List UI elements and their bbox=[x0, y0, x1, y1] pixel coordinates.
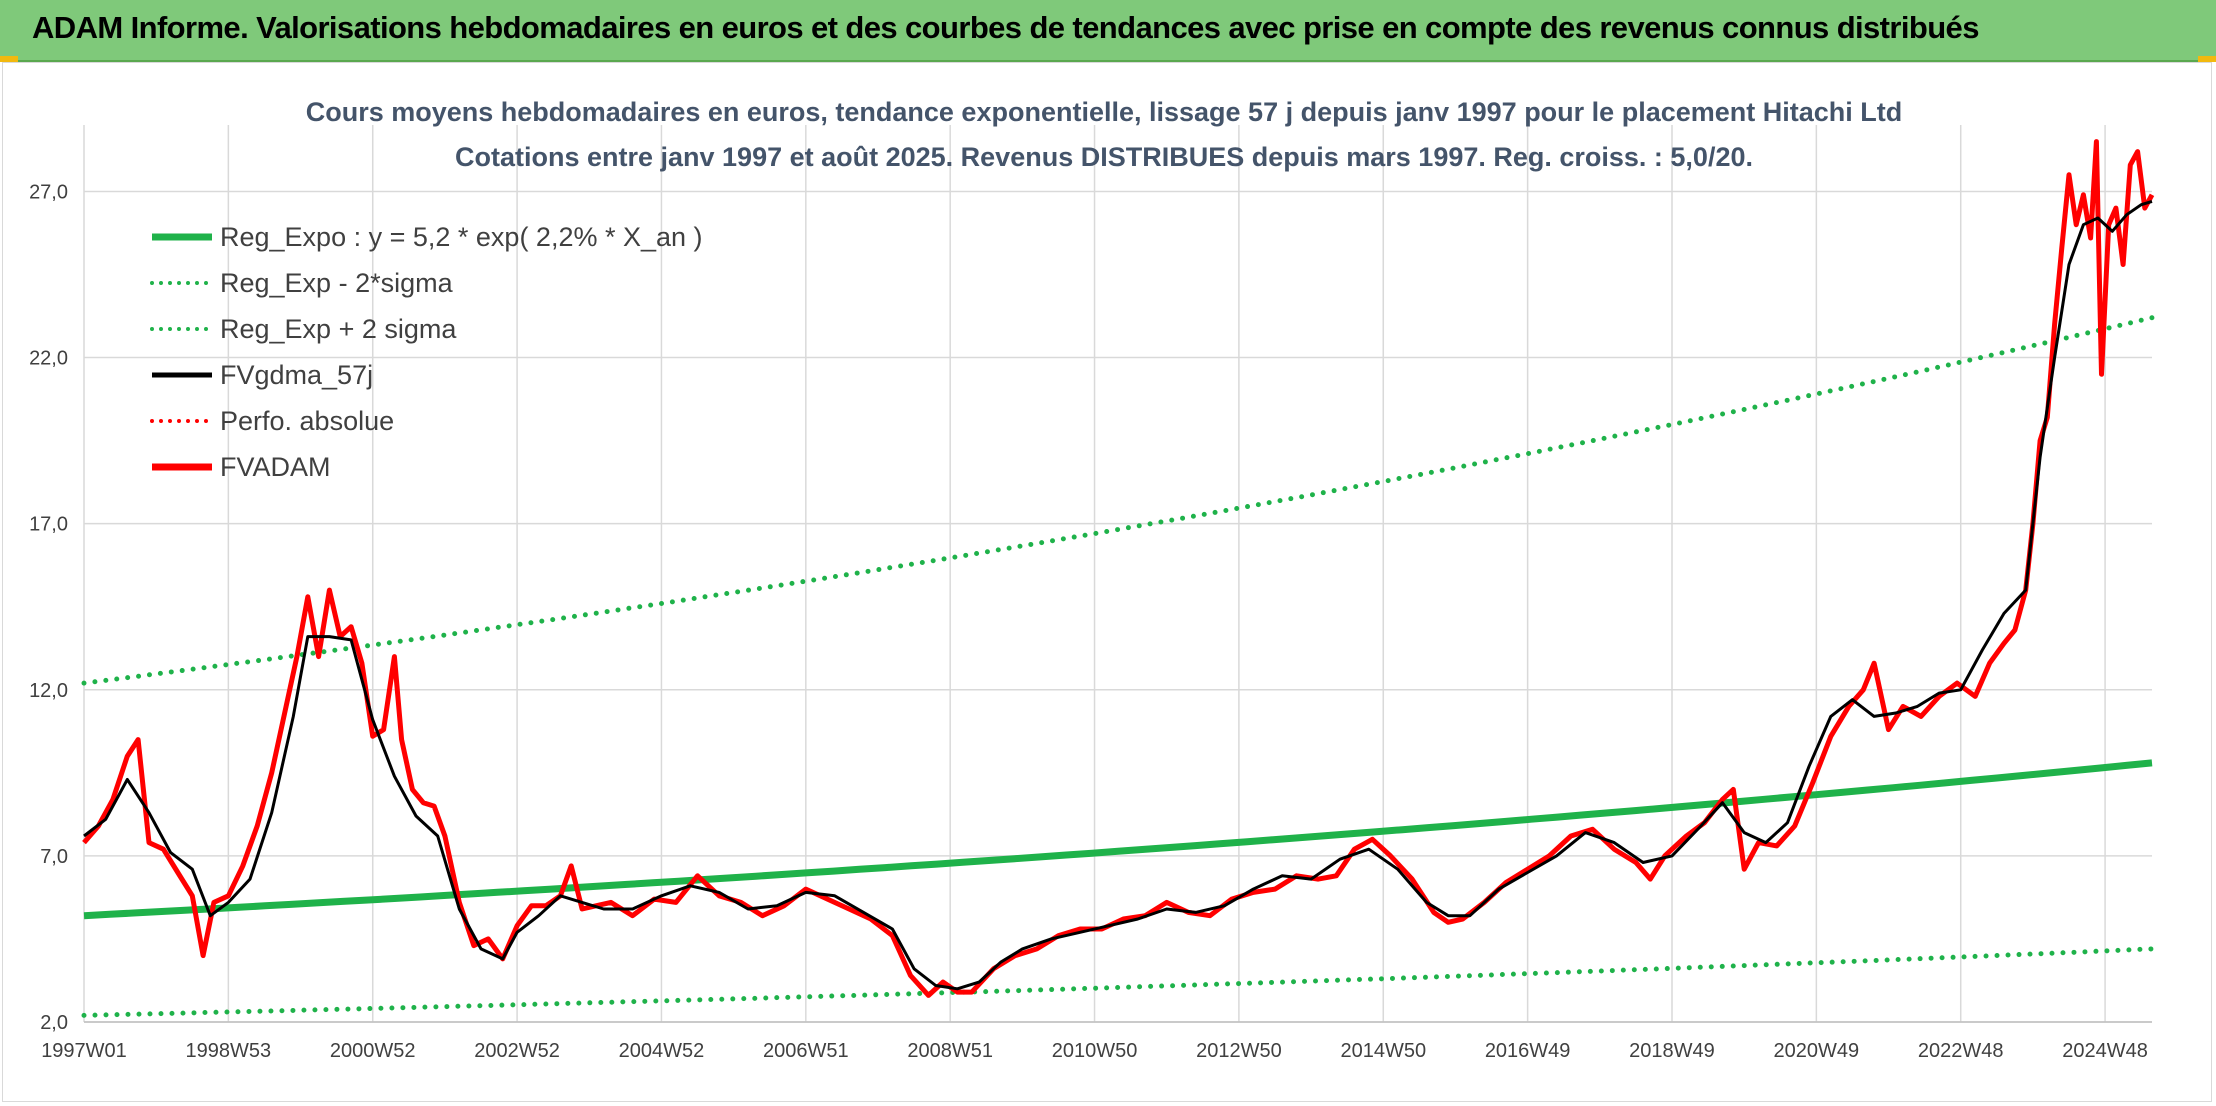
chart-legend: Reg_Expo : y = 5,2 * exp( 2,2% * X_an ) R… bbox=[150, 222, 703, 482]
y-tick-label: 12,0 bbox=[29, 680, 68, 702]
x-tick-label: 2018W49 bbox=[1629, 1040, 1715, 1062]
series-reg-plus-2sigma bbox=[81, 315, 2155, 686]
y-tick-label: 17,0 bbox=[29, 514, 68, 536]
x-tick-label: 2024W48 bbox=[2062, 1040, 2148, 1062]
y-tick-label: 2,0 bbox=[40, 1012, 68, 1034]
corner-marker-left bbox=[0, 56, 18, 62]
x-tick-label: 2012W50 bbox=[1196, 1040, 1282, 1062]
chart-grid bbox=[83, 125, 2152, 1023]
legend-label-reg_plus: Reg_Exp + 2 sigma bbox=[220, 314, 457, 344]
legend-label-perfo: Perfo. absolue bbox=[220, 406, 394, 436]
x-tick-label: 1997W01 bbox=[41, 1040, 127, 1062]
y-tick-label: 27,0 bbox=[29, 181, 68, 203]
legend-label-reg_expo: Reg_Expo : y = 5,2 * exp( 2,2% * X_an ) bbox=[220, 222, 703, 252]
legend-label-reg_minus: Reg_Exp - 2*sigma bbox=[220, 268, 454, 298]
x-tick-label: 2010W50 bbox=[1052, 1040, 1138, 1062]
x-tick-label: 1998W53 bbox=[186, 1040, 272, 1062]
y-tick-label: 7,0 bbox=[40, 846, 68, 868]
series-fvgdma-57j bbox=[83, 199, 2153, 991]
x-tick-label: 2006W51 bbox=[763, 1040, 849, 1062]
legend-label-fvgdma: FVgdma_57j bbox=[220, 360, 373, 390]
page-title: ADAM Informe. Valorisations hebdomadaire… bbox=[32, 10, 1979, 45]
header-banner: ADAM Informe. Valorisations hebdomadaire… bbox=[0, 0, 2216, 62]
corner-marker-right bbox=[2198, 56, 2216, 62]
x-tick-label: 2002W52 bbox=[474, 1040, 560, 1062]
legend-label-fvadam: FVADAM bbox=[220, 452, 331, 482]
x-tick-label: 2022W48 bbox=[1918, 1040, 2004, 1062]
x-tick-label: 2020W49 bbox=[1774, 1040, 1860, 1062]
x-tick-label: 2016W49 bbox=[1485, 1040, 1571, 1062]
x-tick-label: 2000W52 bbox=[330, 1040, 416, 1062]
chart-series bbox=[81, 139, 2155, 1018]
series-reg-minus-2sigma bbox=[81, 946, 2155, 1018]
x-tick-label: 2014W50 bbox=[1340, 1040, 1426, 1062]
chart-title: Cours moyens hebdomadaires en euros, ten… bbox=[306, 97, 1903, 127]
chart-subtitle: Cotations entre janv 1997 et août 2025. … bbox=[455, 142, 1753, 172]
y-tick-label: 22,0 bbox=[29, 348, 68, 370]
chart-axes: 2,0 7,0 12,0 17,0 22,0 27,0 1997W01 1998W53 2000… bbox=[29, 181, 2152, 1062]
chart-frame bbox=[2, 62, 2212, 1102]
series-reg-expo bbox=[83, 759, 2153, 920]
x-tick-label: 2008W51 bbox=[907, 1040, 993, 1062]
x-tick-label: 2004W52 bbox=[619, 1040, 705, 1062]
